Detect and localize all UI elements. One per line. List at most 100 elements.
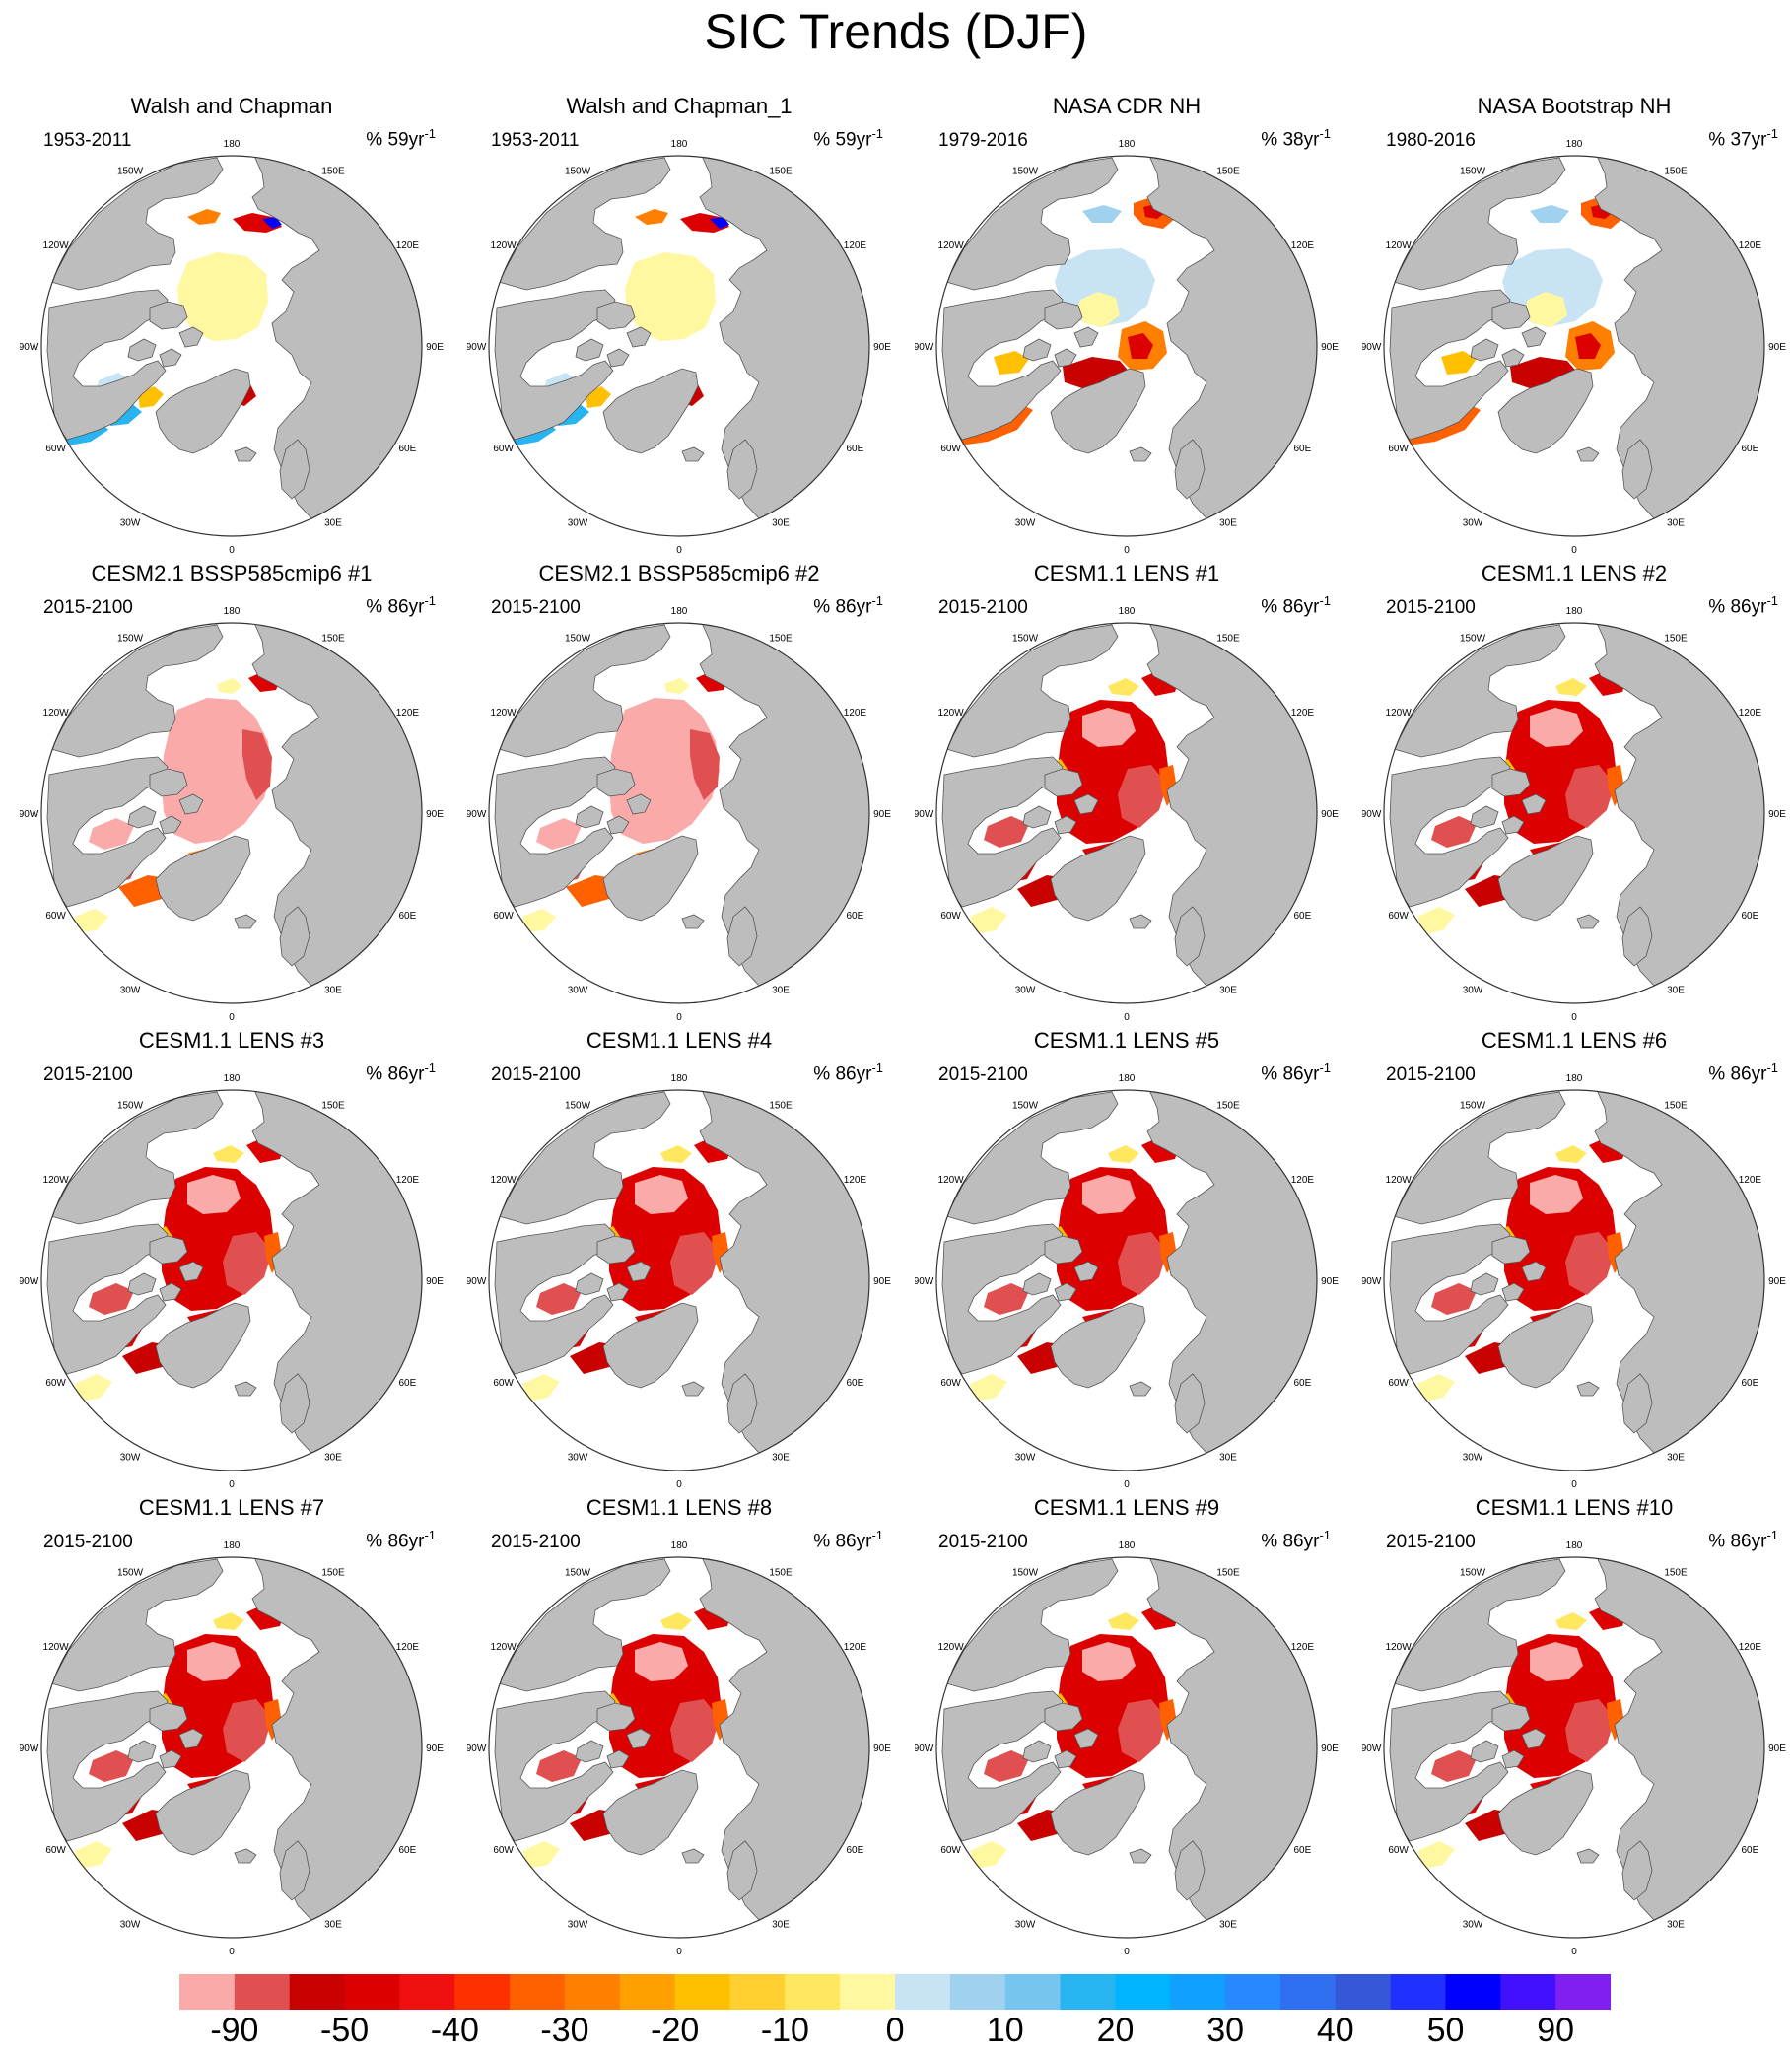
longitude-label: 90W — [467, 809, 487, 820]
land-archipelago3 — [626, 1261, 652, 1282]
longitude-label: 90W — [1362, 809, 1382, 820]
land-canada — [1389, 289, 1511, 441]
sea-ice-trend-patch — [242, 729, 272, 800]
land-scandinavia — [726, 1373, 758, 1434]
map-boundary — [40, 155, 423, 537]
longitude-label: 30W — [1463, 1452, 1483, 1463]
longitude-label: 30E — [1667, 517, 1685, 528]
longitude-label: 120W — [938, 708, 965, 718]
land-alaska — [945, 1558, 1119, 1692]
land-canada — [46, 1690, 169, 1842]
longitude-label: 30W — [1463, 517, 1483, 528]
land-archipelago3 — [178, 326, 204, 348]
sea-ice-trend-patch — [670, 1232, 720, 1295]
longitude-label: 30E — [324, 1452, 342, 1463]
panel-units-text: % 86yr — [813, 1531, 872, 1552]
longitude-label: 180 — [224, 1540, 241, 1551]
longitude-label: 60W — [1388, 1845, 1409, 1856]
land-greenland — [1050, 1769, 1146, 1856]
longitude-label: 180 — [224, 1073, 241, 1084]
land-iceland — [1576, 914, 1600, 929]
map-panel: CESM1.1 LENS #4 2015-2100% 86yr-1 180 150E 1… — [455, 1027, 903, 1494]
land-scandinavia — [726, 1840, 758, 1901]
longitude-label: 150E — [1216, 167, 1240, 177]
land-archipelago3 — [1521, 1728, 1547, 1749]
panel-units: % 86yr-1 — [366, 1528, 436, 1552]
land-archipelago4 — [1054, 1749, 1077, 1769]
sea-ice-trend-patch — [1118, 1232, 1167, 1295]
longitude-label: 0 — [1124, 545, 1130, 556]
map-panel: CESM1.1 LENS #10 2015-2100 % 86yr-1 180 150E… — [1350, 1494, 1792, 1961]
sea-ice-trend-patch — [635, 209, 668, 225]
land-archipelago1 — [1044, 1235, 1083, 1265]
panel-title: CESM2.1 BSSP585cmip6 #2 — [538, 561, 820, 585]
panel-period: 2015-2100 — [938, 597, 1028, 618]
land-canada — [941, 1690, 1064, 1842]
polar-map: 180 150E 120E 90E 60E 30E 0 30W 60W 90W 120W 150W — [20, 1073, 444, 1490]
sea-ice-trend-patch — [670, 1699, 720, 1762]
polar-map: 180 150E 120E 90E 60E 30E 0 30W 60W 90W 120W 150W — [467, 1540, 891, 1957]
colorbar-swatch — [1500, 1974, 1556, 2010]
land-iceland — [681, 446, 705, 462]
longitude-label: 30E — [1219, 1919, 1237, 1930]
longitude-label: 30E — [1219, 1452, 1237, 1463]
panel-units-text: % 86yr — [1708, 1063, 1767, 1085]
colorbar-swatch — [949, 1974, 1006, 2010]
land-archipelago3 — [1073, 1261, 1099, 1282]
land-canada — [941, 756, 1064, 908]
land-iceland — [1129, 1848, 1152, 1864]
polar-map: 180 150E 120E 90E 60E 30E 0 30W 60W 90W 120W 150W — [467, 1073, 891, 1490]
land-archipelago2 — [575, 1272, 604, 1296]
map-panel: CESM1.1 LENS #2 2015-2100% 86yr-1 180 150E 1… — [1350, 560, 1792, 1027]
longitude-label: 0 — [676, 545, 682, 556]
longitude-label: 150E — [1664, 1568, 1688, 1579]
longitude-label: 90E — [873, 342, 891, 353]
land-archipelago2 — [127, 338, 157, 362]
land-archipelago2 — [575, 338, 604, 362]
panel-period: 2015-2100 — [43, 597, 133, 618]
longitude-label: 0 — [229, 1947, 235, 1957]
land-archipelago2 — [1470, 805, 1499, 829]
panel-period: 2015-2100 — [43, 1064, 133, 1085]
panel-units-text: % 86yr — [1261, 1063, 1320, 1085]
longitude-label: 30W — [1015, 1452, 1036, 1463]
panel-units-exponent: -1 — [871, 593, 883, 608]
sea-ice-trend-patch — [223, 1699, 272, 1762]
land-archipelago3 — [1073, 326, 1099, 348]
land-archipelago1 — [596, 1235, 636, 1265]
land-iceland — [1129, 446, 1152, 462]
sea-ice-trend-patch — [1082, 708, 1136, 747]
colorbar-tick-label: -20 — [651, 2012, 700, 2049]
longitude-label: 0 — [1124, 1479, 1130, 1490]
longitude-label: 180 — [671, 606, 688, 617]
longitude-label: 150E — [1216, 1568, 1240, 1579]
land-archipelago4 — [1054, 1282, 1077, 1302]
land-archipelago4 — [1501, 1282, 1525, 1302]
map-boundary — [1383, 1089, 1765, 1471]
polar-map: 180 150E 120E 90E 60E 30E 0 30W 60W 90W 120W 150W — [1362, 606, 1786, 1023]
panel-units-text: % 37yr — [1708, 129, 1767, 151]
panel-title: Walsh and Chapman_1 — [566, 94, 793, 118]
longitude-label: 120W — [43, 1175, 70, 1186]
longitude-label: 30W — [1015, 985, 1036, 995]
land-greenland — [1497, 835, 1594, 922]
panel-units: % 59yr-1 — [813, 126, 883, 151]
longitude-label: 90E — [426, 342, 444, 353]
longitude-label: 30E — [1667, 1452, 1685, 1463]
longitude-label: 30W — [1015, 517, 1036, 528]
longitude-label: 120E — [1291, 1642, 1315, 1653]
land-archipelago3 — [178, 1261, 204, 1282]
land-eurasia — [1146, 623, 1317, 989]
land-alaska — [498, 1558, 671, 1692]
longitude-label: 150W — [1460, 1101, 1486, 1112]
map-panel: CESM2.1 BSSP585cmip6 #1 2015-2100 % 86yr-1… — [8, 560, 455, 1027]
longitude-label: 60W — [45, 1378, 66, 1389]
land-archipelago3 — [1073, 1728, 1099, 1749]
longitude-label: 0 — [229, 1479, 235, 1490]
polar-map: 180 150E 120E 90E 60E 30E 0 30W 60W 90W 120W 150W — [1362, 1073, 1786, 1490]
map-boundary — [40, 622, 423, 1004]
land-canada — [941, 1223, 1064, 1375]
land-iceland — [1576, 1848, 1600, 1864]
longitude-label: 90E — [873, 1276, 891, 1287]
sea-ice-trend-patch — [984, 816, 1029, 848]
